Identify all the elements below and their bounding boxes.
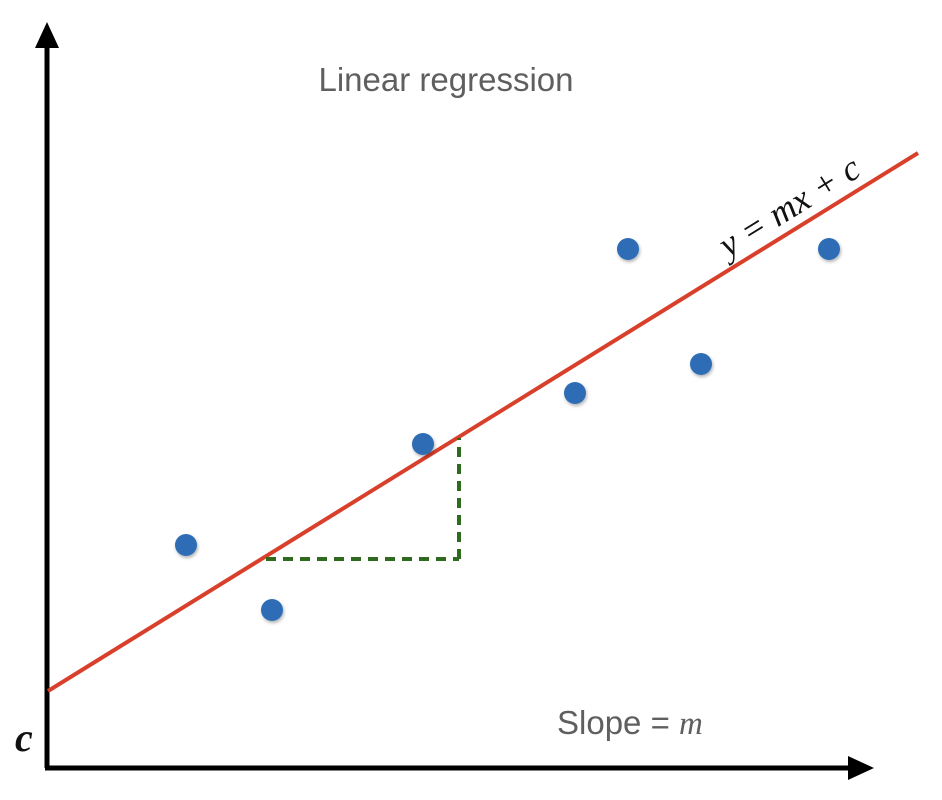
y-axis-arrowhead: [35, 22, 59, 48]
data-point: [818, 238, 840, 260]
slope-label: Slope = m: [557, 704, 703, 742]
data-point: [412, 433, 434, 455]
diagram-title: Linear regression: [319, 61, 574, 98]
data-point: [690, 353, 712, 375]
slope-label-prefix: Slope =: [557, 704, 679, 741]
x-axis-arrowhead: [848, 756, 874, 780]
axes: [35, 22, 874, 780]
data-points: [175, 238, 840, 621]
slope-label-var: m: [679, 706, 703, 742]
data-point: [175, 534, 197, 556]
equation-label: y = mx + c: [709, 147, 867, 266]
slope-triangle: [266, 438, 461, 561]
regression-line: [46, 151, 920, 693]
intercept-label: c: [15, 715, 33, 760]
data-point: [617, 238, 639, 260]
data-point: [564, 382, 586, 404]
data-point: [261, 599, 283, 621]
